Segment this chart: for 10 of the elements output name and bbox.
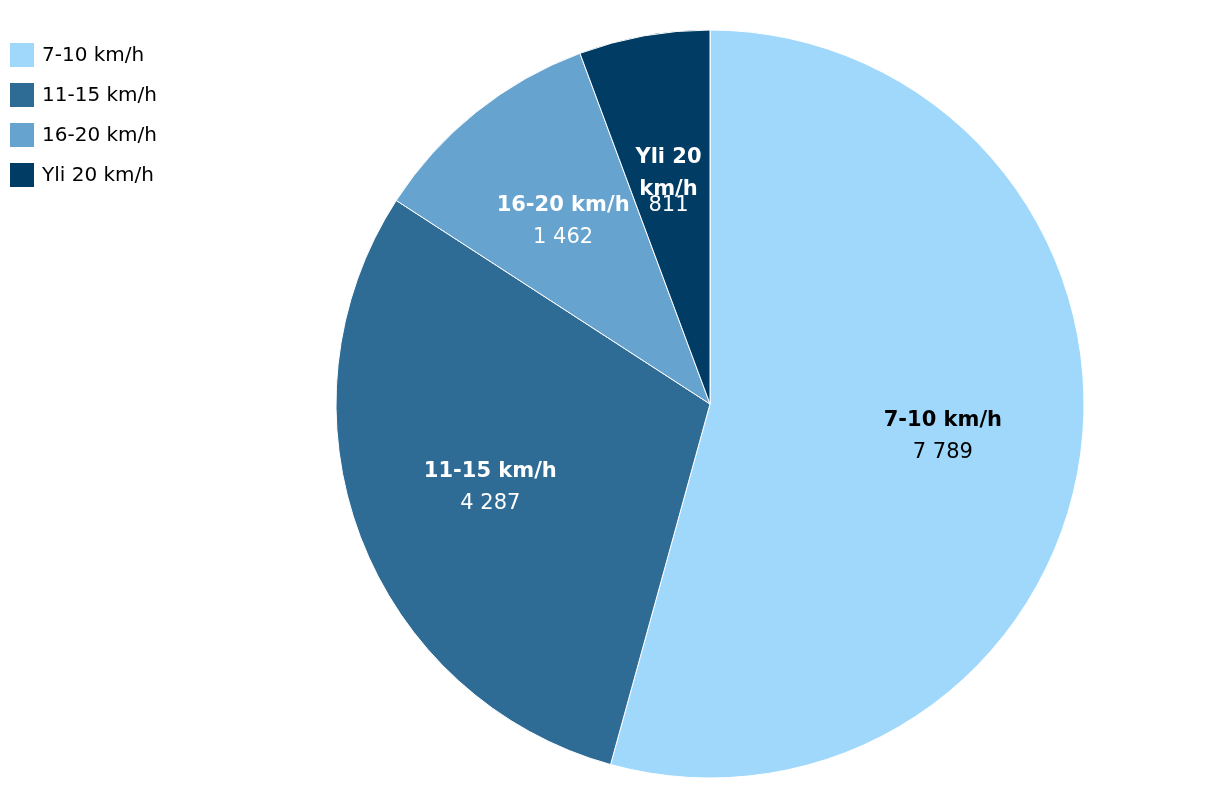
- legend-label: 16-20 km/h: [42, 122, 157, 146]
- data-label: 7 789: [912, 438, 973, 463]
- slice-label: 7-10 km/h: [883, 406, 1003, 431]
- legend-label: Yli 20 km/h: [41, 162, 154, 186]
- legend-label: 7-10 km/h: [42, 42, 145, 66]
- slice-label: 16-20 km/h: [496, 191, 630, 216]
- data-label: 4 287: [460, 490, 521, 515]
- legend-label: 11-15 km/h: [42, 82, 157, 106]
- slice-label: 11-15 km/h: [423, 458, 557, 483]
- data-label: 1 462: [533, 223, 594, 248]
